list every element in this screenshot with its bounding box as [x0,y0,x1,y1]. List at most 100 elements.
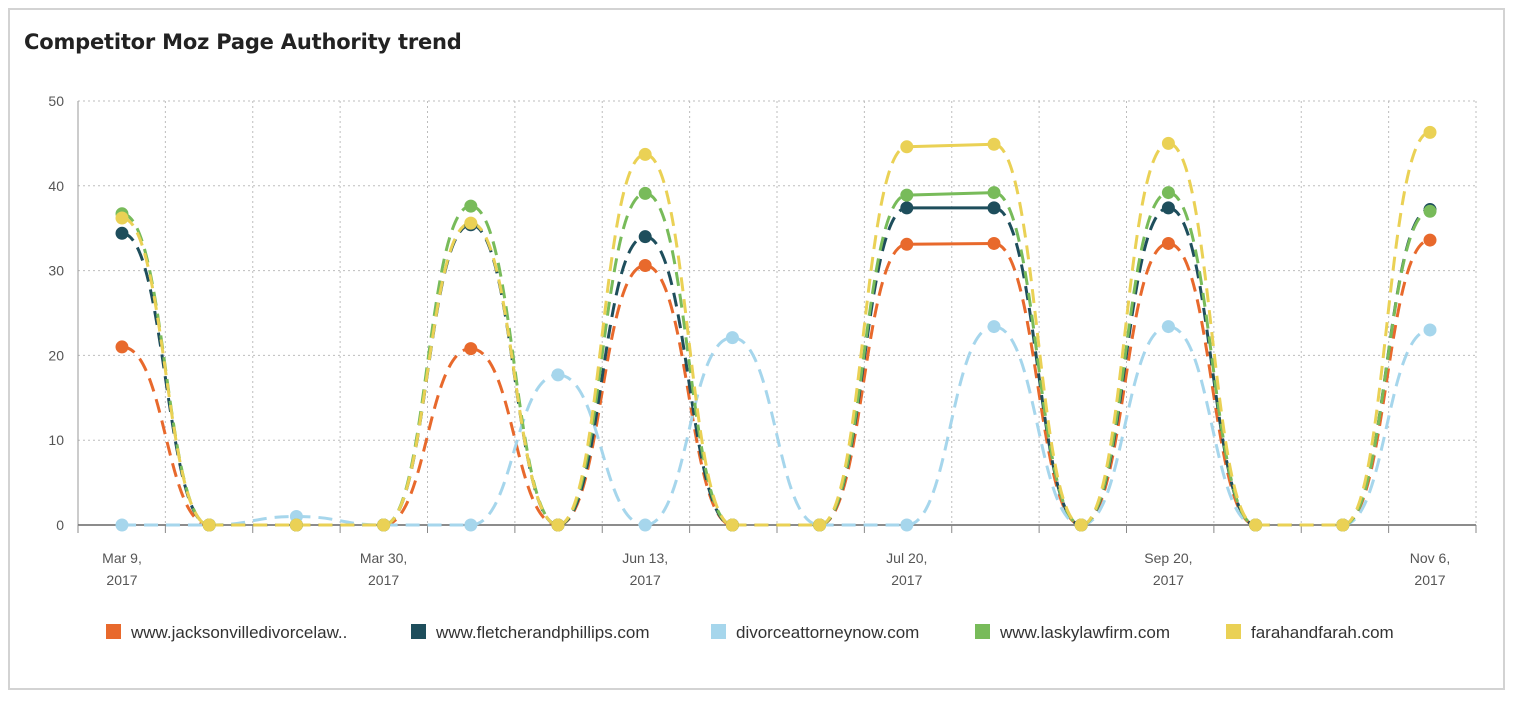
series-segment [993,191,1082,527]
data-point [1336,518,1350,532]
series-segment [1080,191,1169,527]
data-point [987,186,1001,200]
series-segment [1080,325,1169,527]
legend-swatch [411,624,426,639]
axes: 0 10 20 30 40 50 Mar 9, 2017 Mar 30, 2017 Jun 13, 2… [48,93,1477,588]
y-tick-label: 20 [48,347,64,363]
series-segment [1342,238,1431,527]
data-point [638,147,652,161]
data-point [1161,136,1175,150]
data-point [1423,125,1437,139]
series-segment [906,191,995,197]
data-point [115,518,129,532]
data-point [987,137,1001,151]
x-tick-label: 2017 [891,572,922,588]
series-segment [993,142,1082,527]
series-segment [557,373,646,527]
series-segment [121,216,210,527]
x-tick-label: 2017 [630,572,661,588]
data-point [987,320,1001,334]
data-point [115,211,129,225]
legend-swatch [1226,624,1241,639]
data-point [464,199,478,213]
series-segment [1342,209,1431,527]
data-point [464,342,478,356]
series-segment [993,241,1082,527]
data-point [638,230,652,244]
y-tick-label: 0 [56,517,64,533]
data-point [987,201,1001,215]
series-segment [383,347,472,527]
x-tick-label: 2017 [1153,572,1184,588]
x-tick-label: Sep 20, [1144,550,1192,566]
data-point [551,518,565,532]
data-point [115,340,129,354]
data-point [900,201,914,215]
series-segment [1080,241,1169,527]
series-segment [819,145,908,527]
series-line-group [121,130,1431,527]
data-point [1423,323,1437,337]
data-point [813,518,827,532]
chart-title: Competitor Moz Page Authority trend [24,30,462,54]
data-point [638,518,652,532]
data-point [464,216,478,230]
data-point [377,518,391,532]
data-point [1249,518,1263,532]
y-tick-label: 50 [48,93,64,109]
data-point [1161,320,1175,334]
data-point [900,518,914,532]
data-point [289,518,303,532]
data-point [725,331,739,345]
legend-label: www.fletcherandphillips.com [435,623,650,642]
data-point [464,518,478,532]
legend-label: divorceattorneynow.com [736,623,919,642]
data-point [638,186,652,200]
series-segment [906,241,995,246]
data-point [115,226,129,240]
legend-label: www.laskylawfirm.com [999,623,1170,642]
legend-swatch [975,624,990,639]
data-point [987,236,1001,250]
chart-card [8,8,1505,690]
data-point [551,368,565,382]
x-tick-label: 2017 [106,572,137,588]
x-tick-label: Nov 6, [1410,550,1450,566]
series-segment [1168,325,1256,527]
data-point [1074,518,1088,532]
y-tick-label: 30 [48,263,64,279]
data-point [900,188,914,202]
series-segment [470,373,559,527]
data-point [1161,201,1175,215]
series-segment [557,235,646,527]
data-point [1423,233,1437,247]
data-point [1161,186,1175,200]
series-segment [819,206,908,527]
data-point [638,259,652,273]
series-line-group [122,325,1431,527]
series-segment [1168,241,1256,527]
series-segment [1080,141,1169,527]
legend-label: www.jacksonvilledivorcelaw.. [130,623,347,642]
series-segment [470,221,559,527]
series-segment [993,325,1082,527]
legend-swatch [711,624,726,639]
series-segment [383,221,472,527]
series-segment [557,152,646,527]
series-segment [1342,130,1431,527]
series-lines [121,130,1431,527]
series-segment [732,336,820,527]
data-point [1161,236,1175,250]
series-segment [644,336,733,527]
series-segment [819,193,908,527]
series-segment [644,191,733,527]
series-segment [644,152,733,527]
x-tick-label: Jul 20, [886,550,927,566]
series-segment [819,242,908,527]
legend: www.jacksonvilledivorcelaw.. www.fletcher… [106,623,1394,642]
data-point [1423,204,1437,218]
data-point [900,237,914,251]
data-point [725,518,739,532]
series-points [115,125,1437,532]
series-segment [906,325,995,527]
